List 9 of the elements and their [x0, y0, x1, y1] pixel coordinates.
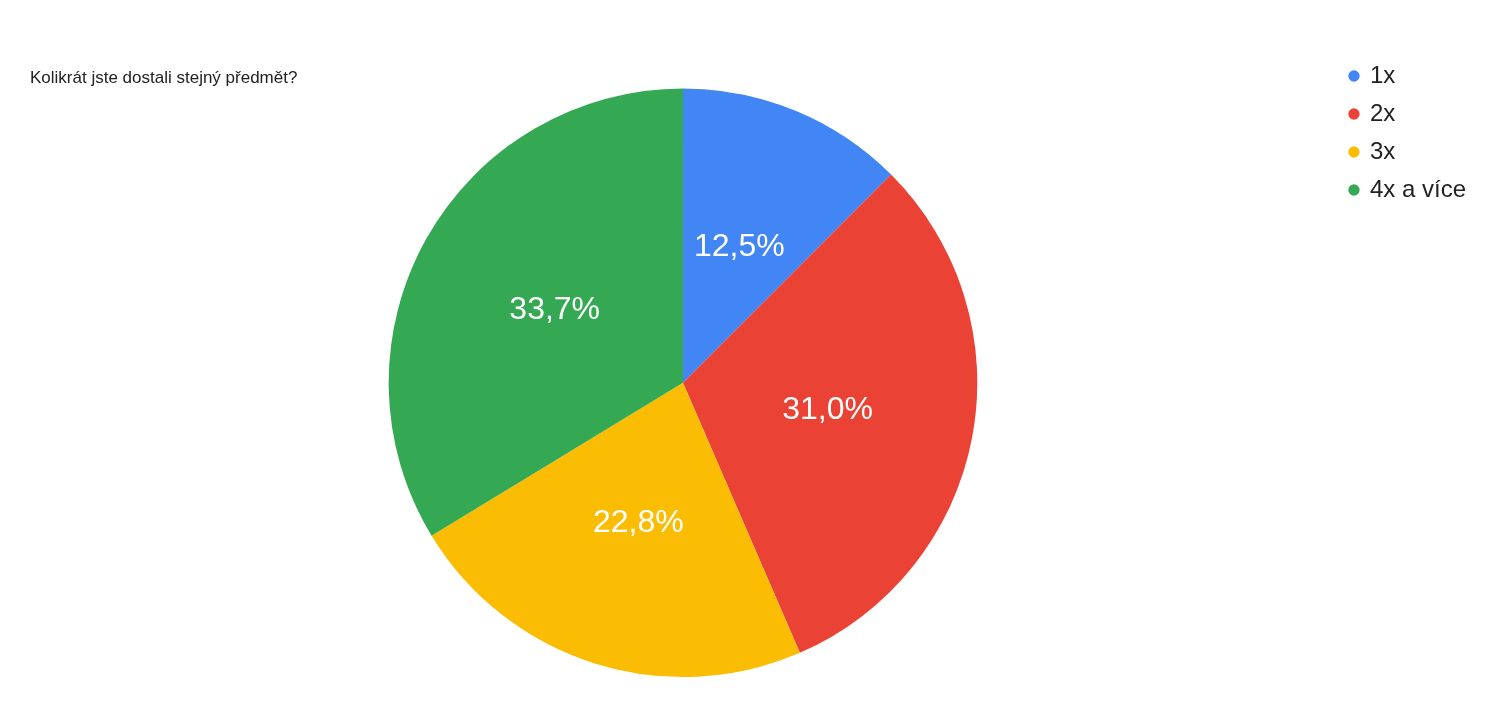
data-label: 33,7%: [509, 290, 601, 327]
legend-label: 2x: [1369, 98, 1396, 126]
legend-label: 4x a více: [1369, 174, 1466, 202]
legend-label: 1x: [1369, 60, 1396, 88]
data-label: 12,5%: [693, 226, 785, 263]
data-label: 31,0%: [782, 390, 873, 427]
text: Kolikrát jste dostali stejný předmět?: [30, 67, 298, 87]
legend-label: 3x: [1369, 136, 1396, 164]
data-label: 22,8%: [593, 502, 684, 539]
